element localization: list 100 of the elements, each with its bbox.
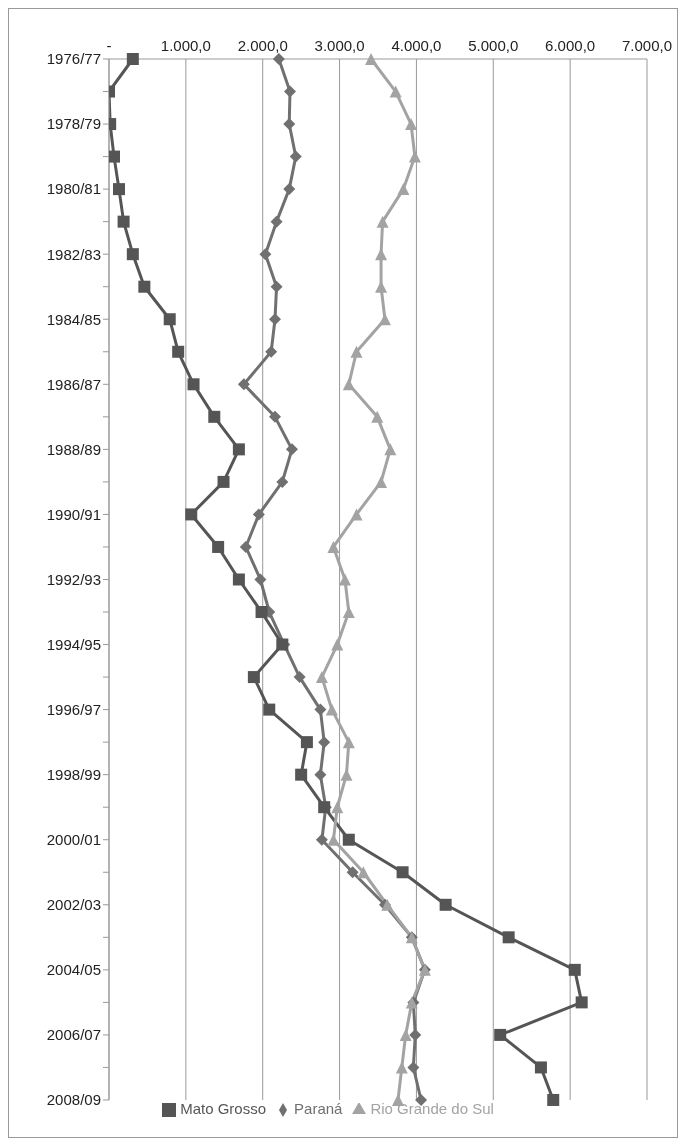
y-tick-label: 2006/07	[46, 1026, 101, 1044]
point	[371, 410, 384, 423]
y-tick-label: 1976/77	[46, 50, 101, 68]
point	[109, 150, 120, 163]
point	[265, 345, 278, 358]
point	[270, 280, 283, 293]
y-tick-label: 1982/83	[46, 245, 101, 263]
point	[376, 215, 389, 228]
point	[239, 540, 252, 553]
point	[276, 475, 289, 488]
point	[568, 963, 581, 976]
point	[314, 703, 327, 716]
x-tick-label: 5.000,0	[468, 37, 519, 54]
y-tick-label: 1998/99	[46, 765, 101, 783]
point	[255, 606, 268, 619]
point	[185, 508, 198, 521]
point	[272, 53, 285, 65]
y-tick-label: 1988/89	[46, 440, 101, 458]
y-tick-label: 1978/79	[46, 115, 101, 133]
y-tick-label: 1980/81	[46, 180, 101, 198]
y-tick-label: 2004/05	[46, 961, 101, 979]
point	[315, 833, 328, 846]
point	[138, 280, 151, 293]
point	[389, 85, 402, 98]
legend-label: Rio Grande do Sul	[370, 1099, 494, 1117]
point	[357, 866, 370, 879]
legend-label: Paraná	[294, 1099, 343, 1117]
point	[295, 768, 308, 781]
point	[396, 866, 409, 879]
point	[254, 573, 267, 586]
point	[375, 475, 388, 488]
x-tick-label: 2.000,0	[237, 37, 288, 54]
point	[126, 53, 139, 65]
point	[237, 378, 250, 391]
point	[270, 215, 283, 228]
y-tick-label: 1994/95	[46, 635, 101, 653]
y-tick-label: 2000/01	[46, 831, 101, 849]
point	[314, 768, 327, 781]
point	[269, 410, 282, 423]
x-tick-label: 6.000,0	[545, 37, 596, 54]
point	[284, 85, 296, 98]
point	[342, 833, 355, 846]
point	[212, 540, 225, 553]
point	[217, 475, 230, 488]
point	[342, 736, 355, 749]
x-tick-label: -	[106, 37, 112, 54]
point	[534, 1061, 547, 1074]
x-tick-label: 1.000,0	[160, 37, 211, 54]
point	[327, 540, 340, 553]
point	[232, 443, 245, 456]
point	[318, 736, 331, 749]
y-tick-label: 1996/97	[46, 700, 101, 718]
point	[342, 606, 355, 619]
y-tick-label: 1986/87	[46, 375, 101, 393]
point	[342, 378, 355, 391]
point	[331, 801, 344, 814]
y-tick-label: 1990/91	[46, 505, 101, 523]
point	[283, 183, 296, 196]
point	[384, 443, 397, 456]
point	[163, 313, 176, 326]
point	[252, 508, 265, 521]
point	[172, 345, 185, 358]
point	[247, 671, 260, 684]
point	[269, 313, 282, 326]
point	[315, 671, 328, 684]
point	[350, 345, 363, 358]
point	[232, 573, 245, 586]
point	[350, 508, 363, 521]
point	[285, 443, 298, 456]
point	[187, 378, 200, 391]
point	[494, 1028, 507, 1041]
x-tick-label: 3.000,0	[314, 37, 365, 54]
point	[208, 410, 221, 423]
point	[547, 1093, 560, 1106]
y-tick-label: 1992/93	[46, 570, 101, 588]
point	[112, 183, 125, 196]
point	[331, 638, 344, 651]
point	[407, 1061, 420, 1074]
y-tick-label: 1984/85	[46, 310, 101, 328]
x-tick-label: 7.000,0	[621, 37, 673, 54]
point	[399, 1028, 412, 1041]
point	[126, 248, 139, 261]
x-tick-label: 4.000,0	[391, 37, 442, 54]
point	[365, 53, 378, 65]
point	[259, 248, 272, 261]
legend-label: Mato Grosso	[180, 1099, 267, 1117]
point	[325, 703, 338, 716]
point	[283, 118, 296, 131]
point	[300, 736, 313, 749]
point	[117, 215, 130, 228]
point	[293, 671, 306, 684]
point	[575, 996, 588, 1009]
point	[439, 898, 452, 911]
point	[397, 183, 410, 196]
y-tick-label: 2008/09	[46, 1091, 101, 1109]
point	[289, 150, 302, 163]
point	[346, 866, 359, 879]
point	[263, 703, 276, 716]
y-tick-label: 2002/03	[46, 896, 101, 914]
point	[408, 150, 421, 163]
